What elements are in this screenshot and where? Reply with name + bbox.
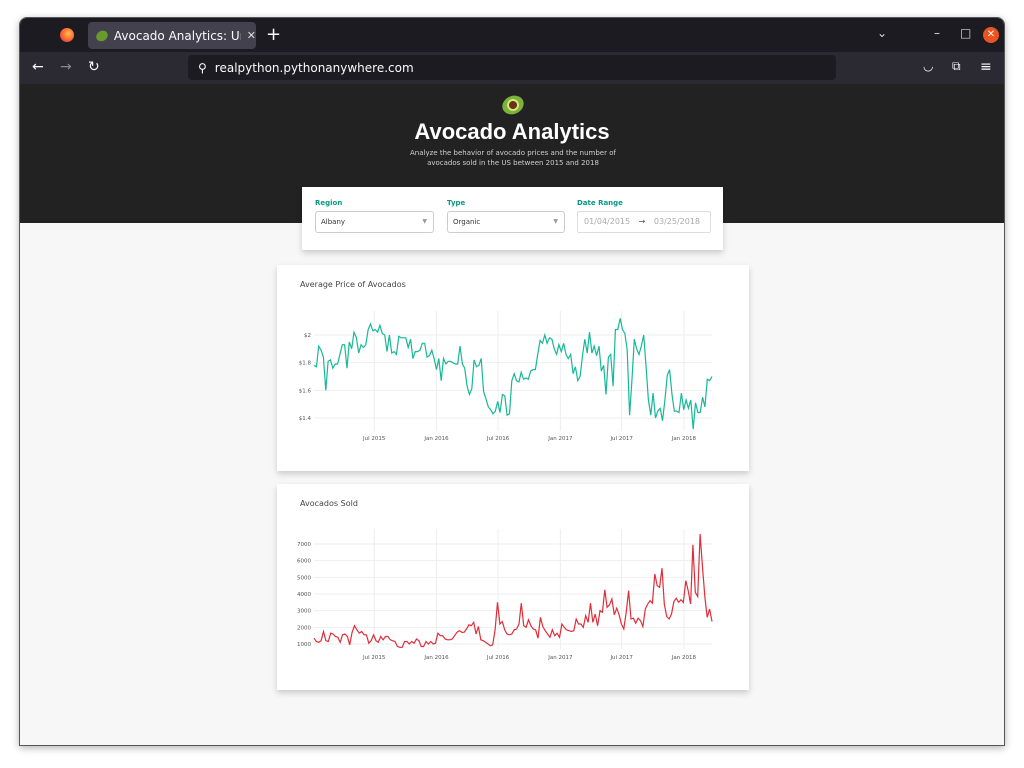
y-tick-label: $2 <box>304 333 311 339</box>
date-range-label: Date Range <box>577 199 623 207</box>
series-line <box>313 533 713 648</box>
nav-bar: ← → ↻ ⚲ realpython.pythonanywhere.com ◡ … <box>20 52 1004 84</box>
extensions-icon[interactable]: ⧉ <box>952 59 961 73</box>
x-tick-label: Jul 2016 <box>486 655 510 661</box>
page-content: Avocado Analytics Analyze the behavior o… <box>20 84 1004 745</box>
pocket-icon[interactable]: ◡ <box>923 59 934 73</box>
tab-avocado-analytics[interactable]: Avocado Analytics: Understand Your Avoca… <box>88 22 256 49</box>
x-tick-label: Jan 2016 <box>423 436 449 442</box>
y-tick-label: 2000 <box>297 625 311 631</box>
start-date-input[interactable]: 01/04/2015 <box>584 217 631 226</box>
url-bar[interactable]: ⚲ realpython.pythonanywhere.com <box>188 55 836 80</box>
region-label: Region <box>315 199 343 207</box>
volume-chart-card: Avocados Sold 1000 2000 3000 4000 5000 6000 70… <box>277 484 749 690</box>
x-tick-label: Jan 2016 <box>423 655 449 661</box>
price-chart-card: Average Price of Avocados $1.4 $1.6 $1.8 $2… <box>277 265 749 471</box>
type-label: Type <box>447 199 466 207</box>
close-window-icon[interactable]: ✕ <box>983 27 999 43</box>
type-dropdown[interactable]: Organic ▼ <box>447 211 565 233</box>
caret-down-icon: ▼ <box>553 218 558 225</box>
tab-title: Avocado Analytics: Understand Your Avoca… <box>113 28 241 43</box>
end-date-input[interactable]: 03/25/2018 <box>653 217 701 226</box>
firefox-icon[interactable] <box>60 28 74 42</box>
volume-chart-title: Avocados Sold <box>300 499 358 508</box>
y-tick-label: 5000 <box>297 575 311 581</box>
x-tick-label: Jan 2017 <box>547 655 573 661</box>
region-value: Albany <box>321 218 346 226</box>
tab-close-icon[interactable]: ✕ <box>246 29 256 42</box>
avocado-icon <box>499 92 527 118</box>
price-chart-title: Average Price of Avocados <box>300 280 406 289</box>
caret-down-icon: ▼ <box>422 218 427 225</box>
y-tick-label: 1000 <box>297 642 311 648</box>
arrow-right-icon: → <box>638 217 646 226</box>
list-tabs-chevron-icon[interactable]: ⌄ <box>877 26 888 40</box>
y-tick-label: 4000 <box>297 592 311 598</box>
x-tick-label: Jan 2017 <box>547 436 573 442</box>
browser-window: Avocado Analytics: Understand Your Avoca… <box>19 17 1005 746</box>
forward-icon[interactable]: → <box>60 59 72 75</box>
menu-icon[interactable]: ≡ <box>980 59 992 75</box>
reload-icon[interactable]: ↻ <box>88 59 100 75</box>
y-tick-label: $1.4 <box>299 416 312 422</box>
maximize-icon[interactable]: □ <box>960 26 972 40</box>
x-tick-label: Jul 2017 <box>609 436 633 442</box>
series-line <box>313 318 713 430</box>
volume-chart[interactable]: 1000 2000 3000 4000 5000 6000 7000 Jul 2015 Jan … <box>277 484 749 690</box>
x-tick-label: Jul 2015 <box>362 436 386 442</box>
filter-card: Region Albany ▼ Type Organic ▼ Date Rang… <box>302 187 723 250</box>
y-tick-label: $1.6 <box>299 388 312 394</box>
price-chart[interactable]: $1.4 $1.6 $1.8 $2 Jul 2015 Jan 2016 Jul 2016 Ja… <box>277 265 749 471</box>
region-dropdown[interactable]: Albany ▼ <box>315 211 434 233</box>
y-tick-label: $1.8 <box>299 361 312 367</box>
y-tick-label: 3000 <box>297 609 311 615</box>
avocado-favicon-icon <box>94 28 110 43</box>
x-tick-label: Jul 2017 <box>609 655 633 661</box>
new-tab-button[interactable]: + <box>266 24 282 45</box>
date-range-picker[interactable]: 01/04/2015 → 03/25/2018 <box>577 211 711 233</box>
url-text: realpython.pythonanywhere.com <box>214 60 414 75</box>
x-tick-label: Jul 2015 <box>362 655 386 661</box>
type-value: Organic <box>453 218 481 226</box>
tab-bar: Avocado Analytics: Understand Your Avoca… <box>20 18 1004 52</box>
page-description: Analyze the behavior of avocado prices a… <box>410 149 616 167</box>
y-tick-label: 6000 <box>297 559 311 565</box>
page-title: Avocado Analytics <box>414 119 610 144</box>
x-tick-label: Jan 2018 <box>671 655 697 661</box>
x-tick-label: Jan 2018 <box>671 436 697 442</box>
x-tick-label: Jul 2016 <box>486 436 510 442</box>
minimize-icon[interactable]: – <box>934 26 940 40</box>
back-icon[interactable]: ← <box>32 59 44 75</box>
y-tick-label: 7000 <box>297 542 311 548</box>
search-icon: ⚲ <box>198 60 207 75</box>
